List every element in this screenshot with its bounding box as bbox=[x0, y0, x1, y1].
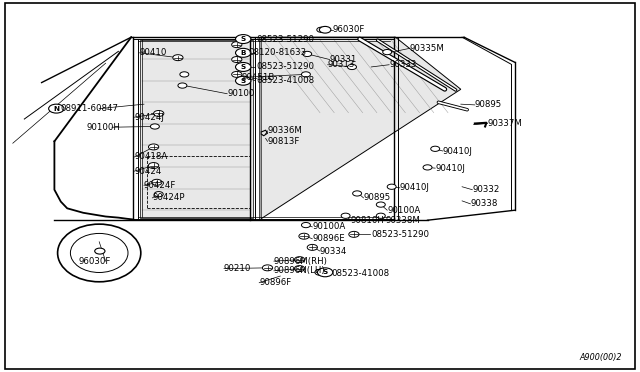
Text: 90410: 90410 bbox=[140, 48, 167, 57]
Polygon shape bbox=[261, 37, 461, 219]
Circle shape bbox=[236, 48, 251, 57]
Circle shape bbox=[154, 110, 164, 116]
Circle shape bbox=[299, 233, 309, 239]
Circle shape bbox=[317, 268, 333, 277]
Circle shape bbox=[348, 64, 356, 70]
Text: 90410J: 90410J bbox=[443, 147, 473, 155]
Circle shape bbox=[349, 231, 359, 237]
Text: B: B bbox=[241, 50, 246, 56]
Text: 96030F: 96030F bbox=[78, 257, 111, 266]
Circle shape bbox=[301, 222, 310, 228]
Text: 90313: 90313 bbox=[328, 60, 355, 69]
Circle shape bbox=[154, 192, 163, 197]
Circle shape bbox=[178, 83, 187, 88]
Circle shape bbox=[376, 202, 385, 207]
Text: 90332: 90332 bbox=[472, 185, 500, 194]
Circle shape bbox=[95, 248, 105, 254]
Circle shape bbox=[307, 244, 317, 250]
Text: 96030F: 96030F bbox=[333, 25, 365, 34]
Text: 90896F: 90896F bbox=[259, 278, 291, 287]
Text: 90100: 90100 bbox=[227, 89, 255, 98]
Circle shape bbox=[150, 124, 159, 129]
Text: 90335M: 90335M bbox=[410, 44, 444, 53]
Circle shape bbox=[232, 57, 242, 62]
Text: 90210: 90210 bbox=[224, 264, 252, 273]
Circle shape bbox=[353, 191, 362, 196]
Text: 90333: 90333 bbox=[389, 60, 417, 69]
Circle shape bbox=[301, 72, 310, 77]
Circle shape bbox=[423, 165, 432, 170]
Text: 08523-41008: 08523-41008 bbox=[332, 269, 390, 278]
Circle shape bbox=[317, 27, 326, 32]
Text: S: S bbox=[241, 36, 246, 42]
Circle shape bbox=[319, 26, 331, 33]
Text: 90337M: 90337M bbox=[488, 119, 522, 128]
Circle shape bbox=[303, 51, 312, 57]
Polygon shape bbox=[140, 40, 253, 218]
Text: 90336M: 90336M bbox=[268, 126, 302, 135]
Circle shape bbox=[152, 179, 162, 185]
Circle shape bbox=[236, 62, 251, 71]
Text: 90338: 90338 bbox=[470, 199, 498, 208]
Circle shape bbox=[383, 49, 392, 55]
Text: 90334: 90334 bbox=[320, 247, 348, 256]
Text: 90331: 90331 bbox=[330, 55, 357, 64]
Text: 90424: 90424 bbox=[134, 167, 162, 176]
Ellipse shape bbox=[70, 234, 128, 272]
Circle shape bbox=[431, 146, 440, 151]
Circle shape bbox=[294, 266, 305, 272]
Text: N: N bbox=[53, 106, 60, 112]
Circle shape bbox=[376, 213, 385, 218]
Text: 90418A: 90418A bbox=[134, 153, 168, 161]
Text: 90338M: 90338M bbox=[385, 216, 420, 225]
Text: 90895: 90895 bbox=[475, 100, 502, 109]
Circle shape bbox=[173, 55, 183, 61]
Text: 08523-51290: 08523-51290 bbox=[256, 62, 314, 71]
Text: 90813F: 90813F bbox=[268, 137, 300, 146]
Text: 08523-41008: 08523-41008 bbox=[256, 76, 314, 85]
Text: 90896M(RH): 90896M(RH) bbox=[274, 257, 328, 266]
Circle shape bbox=[387, 184, 396, 189]
Circle shape bbox=[232, 71, 242, 77]
Text: 08120-81633: 08120-81633 bbox=[248, 48, 307, 57]
Circle shape bbox=[294, 257, 305, 263]
Text: 08523-51290: 08523-51290 bbox=[371, 230, 429, 239]
Text: S: S bbox=[241, 64, 246, 70]
Text: S: S bbox=[241, 78, 246, 84]
Circle shape bbox=[236, 35, 251, 44]
Text: 08911-60847: 08911-60847 bbox=[61, 104, 119, 113]
Circle shape bbox=[180, 72, 189, 77]
Circle shape bbox=[315, 269, 325, 275]
Text: 90896E: 90896E bbox=[312, 234, 345, 243]
Text: 08523-51290: 08523-51290 bbox=[256, 35, 314, 44]
Text: 90424F: 90424F bbox=[144, 181, 177, 190]
Text: S: S bbox=[323, 269, 328, 275]
Text: 90896N(LH): 90896N(LH) bbox=[274, 266, 326, 275]
Text: 90451B: 90451B bbox=[242, 73, 275, 82]
Circle shape bbox=[262, 265, 273, 271]
Text: 90810H: 90810H bbox=[351, 216, 385, 225]
Circle shape bbox=[148, 144, 159, 150]
Circle shape bbox=[232, 42, 242, 48]
Text: 90424P: 90424P bbox=[152, 193, 185, 202]
Circle shape bbox=[49, 104, 64, 113]
Text: 90895: 90895 bbox=[364, 193, 391, 202]
Text: 90100A: 90100A bbox=[387, 206, 420, 215]
Text: 90100H: 90100H bbox=[86, 123, 120, 132]
Text: A900(00)2: A900(00)2 bbox=[579, 353, 621, 362]
Circle shape bbox=[341, 213, 350, 218]
Circle shape bbox=[148, 163, 159, 169]
Text: 90410J: 90410J bbox=[400, 183, 430, 192]
Ellipse shape bbox=[58, 224, 141, 282]
Circle shape bbox=[236, 76, 251, 85]
Text: 90100A: 90100A bbox=[312, 222, 346, 231]
Text: 90410J: 90410J bbox=[435, 164, 465, 173]
Text: 90424J: 90424J bbox=[134, 113, 164, 122]
